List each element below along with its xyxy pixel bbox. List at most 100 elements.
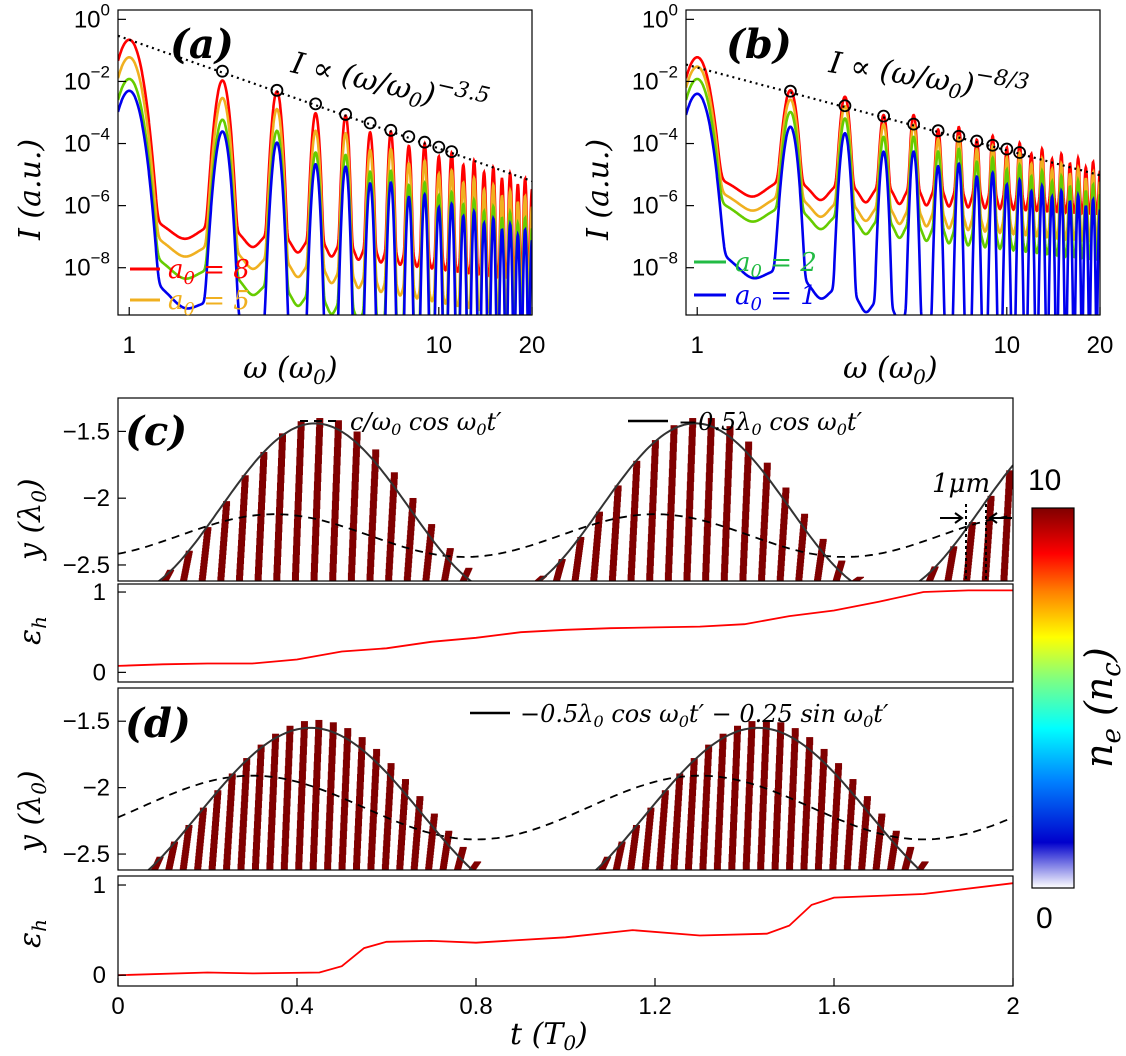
density-stripe: [485, 871, 492, 872]
density-stripe: [905, 854, 913, 857]
density-stripe: [788, 806, 796, 816]
density-stripe: [195, 856, 203, 861]
density-stripe: [815, 569, 823, 573]
density-stripe: [442, 848, 450, 851]
density-stripe: [274, 531, 282, 541]
density-stripe: [688, 427, 696, 437]
density-stripe: [961, 876, 968, 877]
density-stripe: [339, 846, 347, 855]
density-stripe: [976, 879, 983, 880]
xtick-label: 0.8: [459, 993, 492, 1020]
density-stripe: [835, 570, 843, 573]
density-stripe: [197, 828, 205, 833]
density-stripe: [529, 880, 536, 881]
density-stripe: [456, 861, 464, 863]
density-stripe: [744, 820, 752, 830]
density-stripe: [889, 582, 896, 583]
density-stripe: [560, 886, 567, 887]
ytick-label: 10−8: [64, 249, 110, 282]
density-stripe: [948, 555, 956, 559]
density-stripe: [967, 531, 975, 536]
density-stripe: [863, 796, 871, 801]
density-stripe: [788, 799, 796, 808]
density-stripe: [528, 879, 535, 880]
density-stripe: [946, 874, 953, 875]
density-stripe: [222, 505, 230, 511]
density-stripe: [873, 857, 881, 862]
density-stripe: [575, 880, 582, 881]
density-stripe: [427, 844, 435, 849]
density-stripe: [529, 882, 536, 883]
density-stripe: [892, 584, 899, 585]
density-stripe: [674, 805, 682, 812]
density-stripe: [960, 874, 967, 875]
density-stripe: [257, 751, 265, 760]
density-stripe: [704, 508, 712, 519]
harmonic-marker: [1000, 142, 1014, 156]
density-stripe: [716, 801, 724, 811]
density-stripe: [441, 577, 449, 580]
density-stripe: [593, 534, 601, 540]
density-stripe: [501, 878, 508, 879]
density-stripe: [484, 871, 491, 872]
density-stripe: [517, 582, 524, 583]
panel-d-eps-plot: [117, 882, 1014, 977]
density-stripe: [759, 554, 767, 562]
density-stripe: [758, 567, 766, 576]
density-stripe: [600, 864, 608, 867]
density-stripe: [266, 854, 274, 864]
density-stripe: [555, 572, 563, 575]
density-stripe: [902, 864, 910, 867]
density-stripe: [210, 834, 218, 840]
density-stripe: [645, 824, 653, 830]
density-stripe: [798, 539, 806, 545]
density-stripe: [202, 542, 210, 546]
density-stripe: [401, 779, 409, 785]
density-stripe: [368, 849, 376, 858]
density-stripe: [254, 814, 262, 822]
colorbar-label: ne (nc): [1077, 647, 1126, 768]
density-stripe: [424, 555, 432, 560]
density-stripe: [571, 873, 578, 874]
density-stripe: [182, 569, 190, 572]
density-stripe: [613, 865, 621, 868]
density-stripe: [182, 567, 190, 570]
density-stripe: [893, 586, 900, 587]
panel-c: −1.5−2−2.5 (c) c/ω0 cos ω0t′ −0.5λ0 cos …: [13, 397, 1014, 587]
density-stripe: [591, 565, 599, 571]
density-stripe: [632, 480, 640, 489]
density-stripe: [541, 871, 548, 872]
density-stripe: [498, 871, 505, 872]
density-stripe: [790, 767, 798, 777]
density-stripe: [786, 854, 794, 863]
density-stripe: [591, 561, 599, 567]
density-stripe: [184, 834, 192, 839]
density-stripe: [267, 832, 275, 841]
xtick-label: 20: [1087, 332, 1114, 359]
density-stripe: [332, 482, 340, 493]
density-stripe: [790, 751, 798, 761]
density-stripe: [760, 528, 768, 536]
density-stripe: [531, 890, 538, 891]
density-stripe: [743, 836, 751, 846]
density-stripe: [771, 853, 779, 863]
density-stripe: [557, 878, 564, 879]
density-stripe: [273, 564, 281, 574]
density-stripe: [517, 887, 524, 888]
density-stripe: [949, 550, 957, 553]
density-stripe: [703, 535, 711, 546]
density-stripe: [542, 877, 549, 878]
density-stripe: [211, 825, 219, 831]
density-stripe: [690, 764, 698, 772]
density-stripe: [675, 789, 683, 796]
density-stripe: [296, 836, 304, 846]
density-stripe: [876, 835, 884, 840]
density-stripe: [741, 526, 749, 536]
density-stripe: [368, 529, 376, 538]
panel-b-plot-area: [686, 55, 1100, 315]
density-stripe: [775, 755, 783, 764]
density-stripe: [371, 789, 379, 797]
density-stripe: [224, 843, 232, 850]
density-stripe: [268, 824, 276, 833]
density-stripe: [405, 553, 413, 559]
